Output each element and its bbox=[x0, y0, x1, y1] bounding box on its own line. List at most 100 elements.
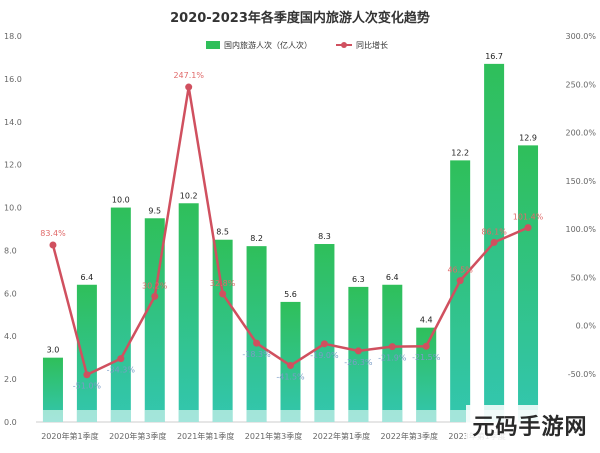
line-series: 83.4% -51.0% -34.3% 30.2% 247.1% 32.8% -18.3% -… bbox=[40, 71, 543, 391]
bar-base-highlight bbox=[144, 410, 165, 422]
y-right-tick-label: 250.0% bbox=[565, 80, 596, 89]
growth-value-label: 247.1% bbox=[173, 71, 204, 80]
legend-bar-label: 国内旅游人次（亿人次） bbox=[224, 40, 312, 50]
growth-value-label: 32.8% bbox=[210, 279, 236, 288]
y-right-tick-label: 0.0% bbox=[576, 322, 597, 331]
bar-base-highlight bbox=[348, 410, 369, 422]
bar bbox=[76, 284, 97, 422]
legend-line-label: 同比增长 bbox=[356, 40, 388, 50]
y-right-tick-label: 100.0% bbox=[565, 225, 596, 234]
y-left-tick-label: 18.0 bbox=[4, 32, 22, 41]
y-left-tick-label: 16.0 bbox=[4, 75, 22, 84]
y-left-tick-label: 8.0 bbox=[4, 246, 17, 255]
bar-base-highlight bbox=[246, 410, 267, 422]
growth-value-label: -21.5% bbox=[412, 353, 441, 362]
bar-value-label: 6.4 bbox=[386, 273, 399, 282]
growth-value-label: -21.9% bbox=[378, 354, 407, 363]
bar-base-highlight bbox=[76, 410, 97, 422]
bar-value-label: 8.3 bbox=[318, 232, 331, 241]
bar bbox=[178, 203, 199, 422]
growth-point bbox=[253, 339, 261, 347]
growth-point bbox=[354, 347, 362, 355]
bar bbox=[42, 357, 63, 422]
growth-value-label: 101.4% bbox=[513, 213, 544, 222]
growth-value-label: 30.2% bbox=[142, 281, 168, 290]
y-left-tick-label: 10.0 bbox=[4, 204, 22, 213]
bar bbox=[314, 244, 335, 422]
bar-base-highlight bbox=[314, 410, 335, 422]
growth-point bbox=[524, 224, 532, 232]
bar-value-label: 6.4 bbox=[81, 273, 94, 282]
chart-title: 2020-2023年各季度国内旅游人次变化趋势 bbox=[170, 10, 430, 26]
bar-base-highlight bbox=[110, 410, 131, 422]
growth-value-label: 83.4% bbox=[40, 229, 66, 238]
y-right-tick-label: 150.0% bbox=[565, 177, 596, 186]
bar-value-label: 10.0 bbox=[112, 196, 130, 205]
growth-point bbox=[320, 340, 328, 348]
bar-value-label: 12.9 bbox=[519, 133, 537, 142]
x-tick-label: 2022年第3季度 bbox=[381, 431, 438, 441]
y-left-tick-label: 12.0 bbox=[4, 161, 22, 170]
y-left-tick-label: 4.0 bbox=[4, 332, 17, 341]
growth-point bbox=[422, 342, 430, 350]
bar-value-label: 6.3 bbox=[352, 275, 365, 284]
x-tick-label: 2020年第3季度 bbox=[109, 431, 166, 441]
growth-point bbox=[49, 241, 57, 249]
left-axis: 0.0 2.0 4.0 6.0 8.0 10.0 12.0 14.0 16.0 18.0 bbox=[4, 32, 22, 427]
y-left-tick-label: 0.0 bbox=[4, 418, 17, 427]
bar-base-highlight bbox=[280, 410, 301, 422]
bar bbox=[518, 145, 539, 422]
bar-base-highlight bbox=[416, 410, 437, 422]
bar bbox=[382, 284, 403, 422]
right-axis: -50.0% 0.0% 50.0% 100.0% 150.0% 200.0% 250.0% 3… bbox=[565, 32, 596, 379]
growth-value-label: -18.3% bbox=[242, 350, 271, 359]
growth-value-label: -19.0% bbox=[310, 351, 339, 360]
growth-point bbox=[185, 83, 193, 91]
growth-point bbox=[287, 362, 294, 370]
legend-bar-swatch bbox=[206, 41, 220, 49]
bar bbox=[348, 286, 369, 422]
growth-point bbox=[456, 277, 464, 285]
bar-value-label: 5.6 bbox=[284, 290, 297, 299]
growth-value-label: 46.5% bbox=[447, 266, 473, 275]
bar-value-label: 8.5 bbox=[216, 228, 229, 237]
y-right-tick-label: -50.0% bbox=[568, 370, 597, 379]
x-tick-label: 2021年第3季度 bbox=[245, 431, 302, 441]
bar bbox=[280, 301, 301, 422]
bar-value-label: 9.5 bbox=[148, 206, 161, 215]
y-left-tick-label: 6.0 bbox=[4, 289, 17, 298]
growth-point bbox=[219, 290, 227, 298]
bar bbox=[246, 246, 267, 422]
x-tick-label: 2022年第1季度 bbox=[313, 431, 370, 441]
bar-value-label: 4.4 bbox=[420, 316, 433, 325]
bar bbox=[212, 239, 233, 422]
growth-point bbox=[490, 238, 498, 246]
watermark: 元码手游网 bbox=[466, 405, 594, 445]
growth-value-label: -41.5% bbox=[276, 373, 305, 382]
bar-value-label: 16.7 bbox=[485, 52, 503, 61]
legend: 国内旅游人次（亿人次） 同比增长 bbox=[206, 40, 388, 50]
bar-base-highlight bbox=[382, 410, 403, 422]
bar bbox=[110, 207, 131, 422]
growth-value-label: -34.3% bbox=[107, 366, 136, 375]
growth-point bbox=[388, 343, 396, 351]
bar-value-label: 8.2 bbox=[250, 234, 263, 243]
bar bbox=[450, 160, 471, 422]
growth-value-label: 86.1% bbox=[481, 227, 507, 236]
bar-base-highlight bbox=[42, 410, 63, 422]
growth-point bbox=[117, 355, 125, 363]
growth-value-label: -26.3% bbox=[344, 358, 373, 367]
bar-series: 3.0 6.4 10.0 9.5 10.2 8.5 8.2 5.6 8.3 6.3 6.4 4.4 12… bbox=[42, 52, 539, 422]
x-tick-label: 2020年第1季度 bbox=[41, 431, 98, 441]
y-right-tick-label: 50.0% bbox=[571, 273, 597, 282]
y-right-tick-label: 200.0% bbox=[565, 129, 596, 138]
bar-value-label: 10.2 bbox=[180, 191, 198, 200]
growth-value-label: -51.0% bbox=[73, 382, 102, 391]
bar-base-highlight bbox=[450, 410, 471, 422]
growth-point bbox=[83, 371, 91, 379]
y-right-tick-label: 300.0% bbox=[565, 32, 596, 41]
bar-base-highlight bbox=[178, 410, 199, 422]
x-tick-label: 2021年第1季度 bbox=[177, 431, 234, 441]
